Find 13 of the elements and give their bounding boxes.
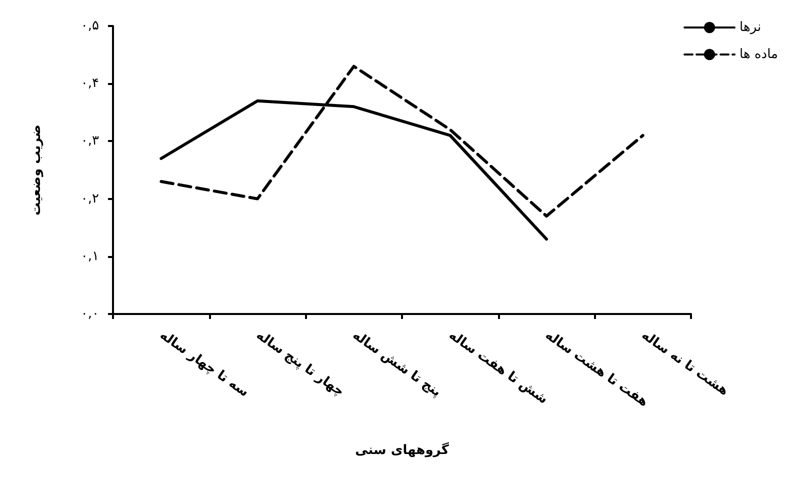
x-tick-label: چهار تا پنج ساله	[253, 328, 347, 400]
y-tick-label: ۰,۵	[80, 18, 100, 34]
y-tick-label: ۰,۳	[80, 134, 100, 149]
legend-label: نرها	[740, 20, 762, 35]
x-tick-label: پنج تا شش ساله	[350, 328, 444, 400]
x-tick-label: سه تا چهار ساله	[156, 328, 252, 400]
y-tick-label: ۰,۴	[80, 76, 100, 92]
y-tick-label: ۰,۱	[80, 248, 99, 264]
x-axis-title: گروههای سنی	[355, 442, 450, 458]
legend-label: ماده ها	[740, 47, 778, 62]
y-tick-label: ۰,۰	[80, 306, 99, 322]
y-axis-title: ضریب وضعیت	[29, 124, 44, 216]
y-tick-label: ۰,۲	[80, 191, 100, 206]
